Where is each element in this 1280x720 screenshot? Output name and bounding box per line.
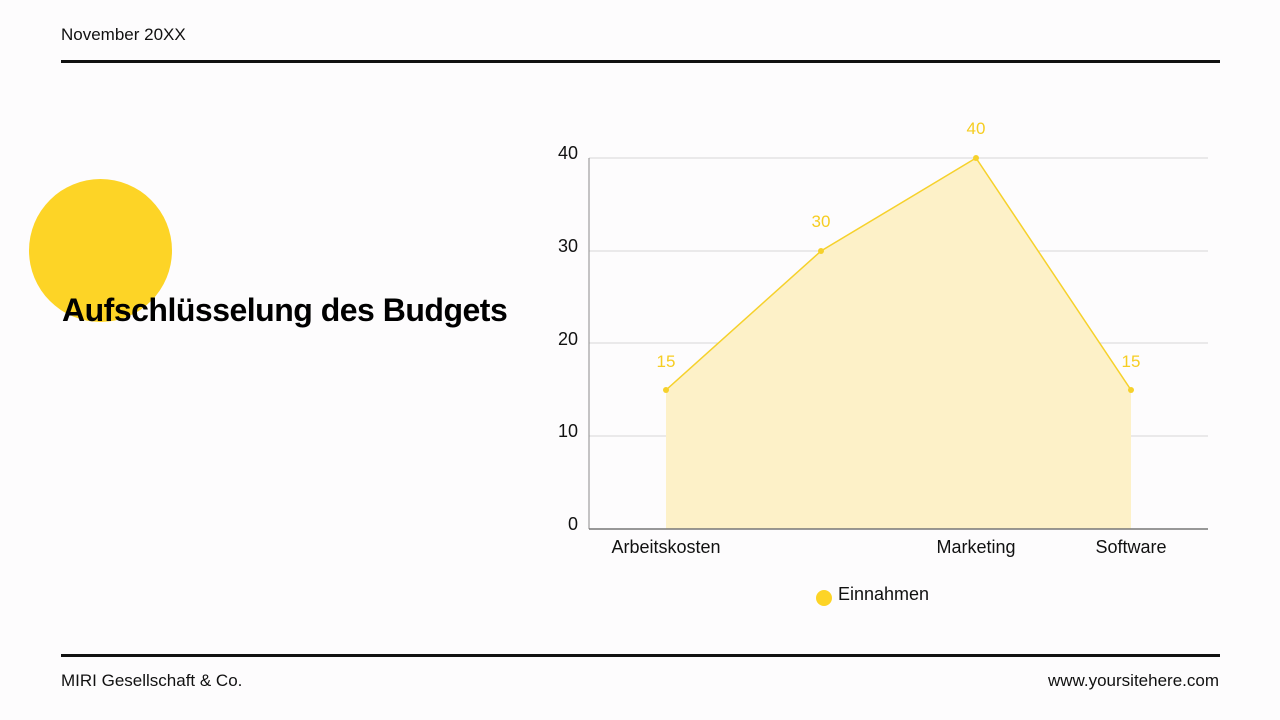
decorative-circle — [29, 179, 172, 322]
footer-company: MIRI Gesellschaft & Co. — [61, 671, 243, 690]
data-label-2: 30 — [811, 212, 831, 231]
x-label-software: Software — [1095, 537, 1167, 557]
legend-dot-icon — [816, 590, 832, 606]
series-area-einnahmen — [666, 158, 1131, 529]
y-tick-20: 20 — [557, 329, 578, 349]
chart-legend: Einnahmen — [816, 582, 929, 606]
data-label-4: 15 — [1121, 352, 1141, 371]
data-label-3: 40 — [966, 119, 986, 138]
x-label-marketing: Marketing — [936, 537, 1016, 557]
header-divider — [61, 60, 1220, 63]
legend-label: Einnahmen — [838, 583, 930, 604]
y-tick-10: 10 — [557, 421, 578, 441]
data-markers — [663, 155, 1134, 393]
y-tick-40: 40 — [557, 143, 578, 163]
header-date: November 20XX — [61, 25, 186, 44]
data-label-1: 15 — [656, 352, 676, 371]
slide-title: Aufschlüsselung des Budgets — [62, 292, 508, 328]
y-tick-0: 0 — [567, 514, 578, 534]
footer-divider — [61, 654, 1220, 657]
series-line-einnahmen — [665, 156, 1132, 391]
y-tick-30: 30 — [557, 236, 578, 256]
x-label-arbeitskosten: Arbeitskosten — [611, 537, 721, 557]
footer-website: www.yoursitehere.com — [1047, 671, 1219, 690]
